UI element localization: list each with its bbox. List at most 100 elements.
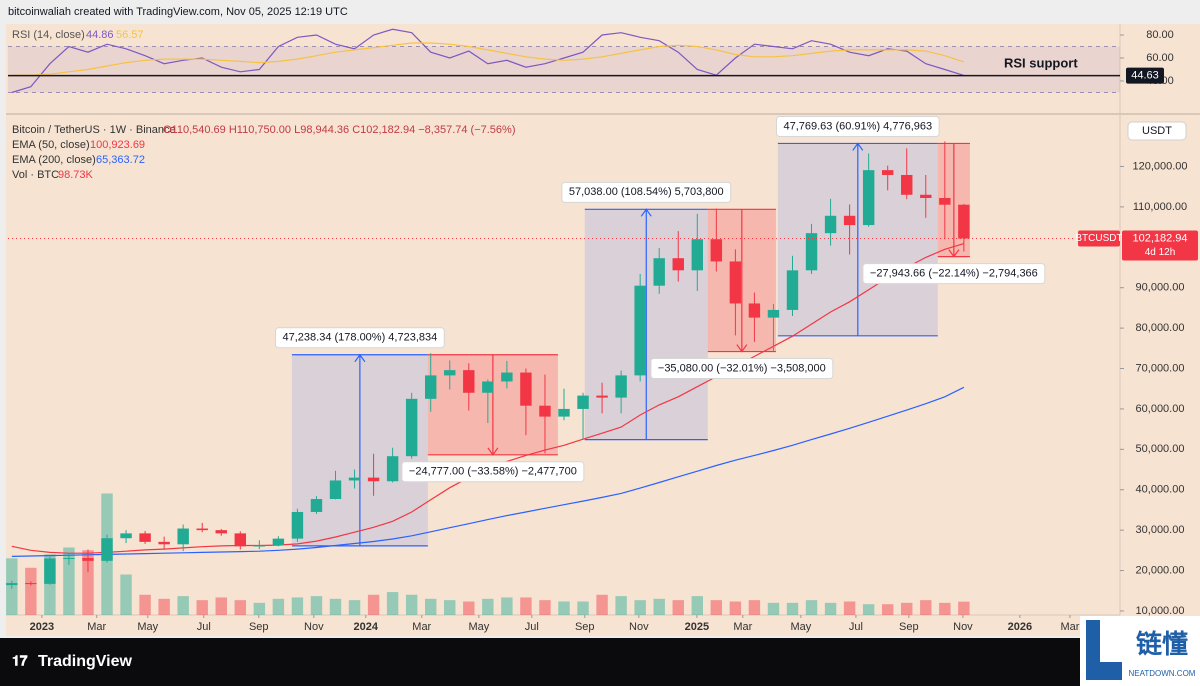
measure-label-box: [775, 115, 940, 137]
candle-body: [196, 528, 208, 531]
volume-bar: [501, 597, 513, 615]
measure-arrowhead: [640, 208, 652, 217]
chart-background: [6, 24, 1200, 636]
legend-value: 100,923.69: [90, 139, 145, 151]
volume-bar: [634, 600, 646, 615]
x-tick-label: May: [137, 621, 158, 633]
candle-body: [120, 533, 132, 539]
ohlc-label: O110,540.69 H110,750.00 L98,944.36 C102,…: [163, 124, 516, 136]
header: bitcoinwaliah created with TradingView.c…: [8, 6, 348, 18]
volume-bar: [425, 598, 437, 615]
candle-body: [881, 170, 894, 175]
x-tick-label: May: [790, 621, 811, 633]
measure-label: −35,080.00 (−32.01%) −3,508,000: [658, 362, 826, 374]
candle-body: [348, 477, 361, 481]
rsi-ma-value: 56.57: [116, 29, 144, 41]
volume-bar: [824, 602, 837, 615]
volume-bar: [196, 600, 208, 615]
candle-body: [367, 477, 380, 482]
volume-bar: [386, 592, 399, 615]
volume-bar: [310, 596, 323, 615]
y-tick-label: 60.00: [1146, 52, 1174, 64]
candle-body: [291, 511, 304, 539]
footer-logo: TradingView: [38, 653, 133, 670]
y-tick-label: 120,000.00: [1132, 160, 1187, 172]
y-tick-label: 40,000.00: [1136, 484, 1185, 496]
volume-bar: [843, 601, 856, 615]
volume-bar: [691, 596, 703, 615]
y-tick-label: 60,000.00: [1136, 403, 1185, 415]
rsi-line: [11, 42, 965, 76]
y-tick-label: 20,000.00: [1136, 564, 1185, 576]
candle-body: [520, 372, 532, 406]
candle-body: [596, 395, 608, 398]
volume-bar: [958, 601, 970, 615]
candle-body: [901, 174, 913, 195]
legend-name: EMA (200, close): [12, 154, 96, 166]
volume-bar: [463, 601, 475, 615]
y-tick-label: 110,000.00: [1133, 201, 1187, 213]
candle-body: [425, 375, 437, 399]
volume-bar: [405, 594, 418, 615]
candle-body: [767, 309, 780, 318]
volume-bar: [234, 600, 247, 615]
candle-body: [691, 239, 703, 271]
x-tick-label: Jul: [849, 621, 863, 633]
candle-body: [920, 194, 932, 199]
volume-bar: [444, 600, 456, 615]
volume-bar: [729, 601, 742, 615]
volume-bar: [748, 600, 761, 615]
measure-label: −27,943.66 (−22.14%) −2,794,366: [870, 268, 1038, 280]
candle-body: [843, 215, 856, 226]
volume-bar: [520, 597, 532, 615]
legend-name: Vol · BTC: [12, 169, 59, 181]
candle-body: [101, 538, 113, 561]
candle-body: [444, 370, 456, 376]
volume-bar: [82, 550, 94, 615]
volume-bar: [329, 598, 342, 615]
watermark-url: NEATDOWN.COM: [1129, 669, 1196, 678]
rsi-title: RSI (14, close): [12, 29, 85, 41]
measure-label: 47,769.63 (60.91%) 4,776,963: [783, 120, 932, 132]
candle-body: [824, 215, 837, 234]
symbol-label: Bitcoin / TetherUS · 1W · Binance: [12, 124, 176, 136]
y-tick-label: 80,000.00: [1136, 322, 1185, 334]
candle-body: [958, 204, 970, 239]
y-tick-label: 50,000.00: [1136, 443, 1185, 455]
volume-bar: [653, 598, 665, 615]
x-tick-label: Sep: [249, 621, 269, 633]
candle-body: [558, 408, 570, 417]
candle-body: [482, 381, 494, 393]
volume-bar: [767, 602, 780, 615]
volume-bar: [920, 600, 932, 615]
measure-label: −24,777.00 (−33.58%) −2,477,700: [409, 466, 577, 478]
measure-label: 47,238.34 (178.00%) 4,723,834: [283, 332, 438, 344]
rsi-band: [8, 46, 1120, 93]
candle-body: [177, 528, 189, 545]
candle-body: [215, 530, 227, 534]
x-tick-label: Mar: [1060, 621, 1079, 633]
candle-body: [139, 533, 151, 542]
volume-bar: [539, 600, 551, 615]
legend-value: 65,363.72: [96, 154, 145, 166]
x-tick-label: Mar: [87, 621, 106, 633]
volume-bar: [367, 594, 380, 615]
volume-bar: [63, 547, 75, 615]
candle-body: [786, 270, 799, 310]
last-price-tag: [1122, 230, 1198, 261]
candle-body: [577, 395, 589, 409]
y-tick-label: 70,000.00: [1136, 362, 1185, 374]
last-price-symbol: BTCUSDT: [1075, 233, 1122, 244]
volume-bar: [158, 598, 170, 615]
rsi-value: 44.86: [86, 29, 114, 41]
x-tick-label: 2024: [354, 621, 379, 633]
volume-bar: [901, 602, 913, 615]
volume-bar: [215, 597, 227, 615]
x-tick-label: Nov: [953, 621, 973, 633]
candle-body: [748, 303, 761, 318]
volume-bar: [862, 604, 875, 615]
x-tick-label: 2025: [685, 621, 709, 633]
candle-body: [710, 239, 723, 262]
x-tick-label: 2023: [30, 621, 54, 633]
